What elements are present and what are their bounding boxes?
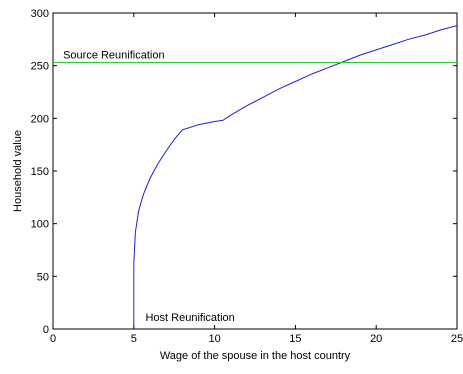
y-axis-title: Household value: [12, 130, 24, 212]
y-axis-ticks: 0 50 100 150 200 250 300: [31, 8, 457, 336]
y-tick-label: 100: [31, 219, 49, 231]
x-tick-label: 20: [370, 333, 382, 345]
source-reunification-label: Source Reunification: [63, 50, 165, 62]
y-tick-label: 0: [43, 324, 49, 336]
household-value-curve: [133, 25, 458, 329]
x-axis-ticks: 0 5 10 15 20 25: [50, 13, 463, 345]
y-tick-label: 200: [31, 113, 49, 125]
y-tick-label: 300: [31, 8, 49, 20]
x-tick-label: 5: [131, 333, 137, 345]
x-tick-label: 15: [289, 333, 301, 345]
annotation-layer: Source Reunification Host Reunification: [63, 50, 235, 324]
y-tick-label: 250: [31, 61, 49, 73]
y-tick-label: 50: [37, 271, 49, 283]
x-tick-label: 25: [451, 333, 463, 345]
series-layer: [53, 25, 458, 329]
host-reunification-label: Host Reunification: [145, 312, 234, 324]
y-tick-label: 150: [31, 166, 49, 178]
x-tick-label: 0: [50, 333, 56, 345]
x-axis-title: Wage of the spouse in the host country: [160, 350, 351, 362]
plot-frame: [52, 12, 458, 330]
x-tick-label: 10: [208, 333, 220, 345]
